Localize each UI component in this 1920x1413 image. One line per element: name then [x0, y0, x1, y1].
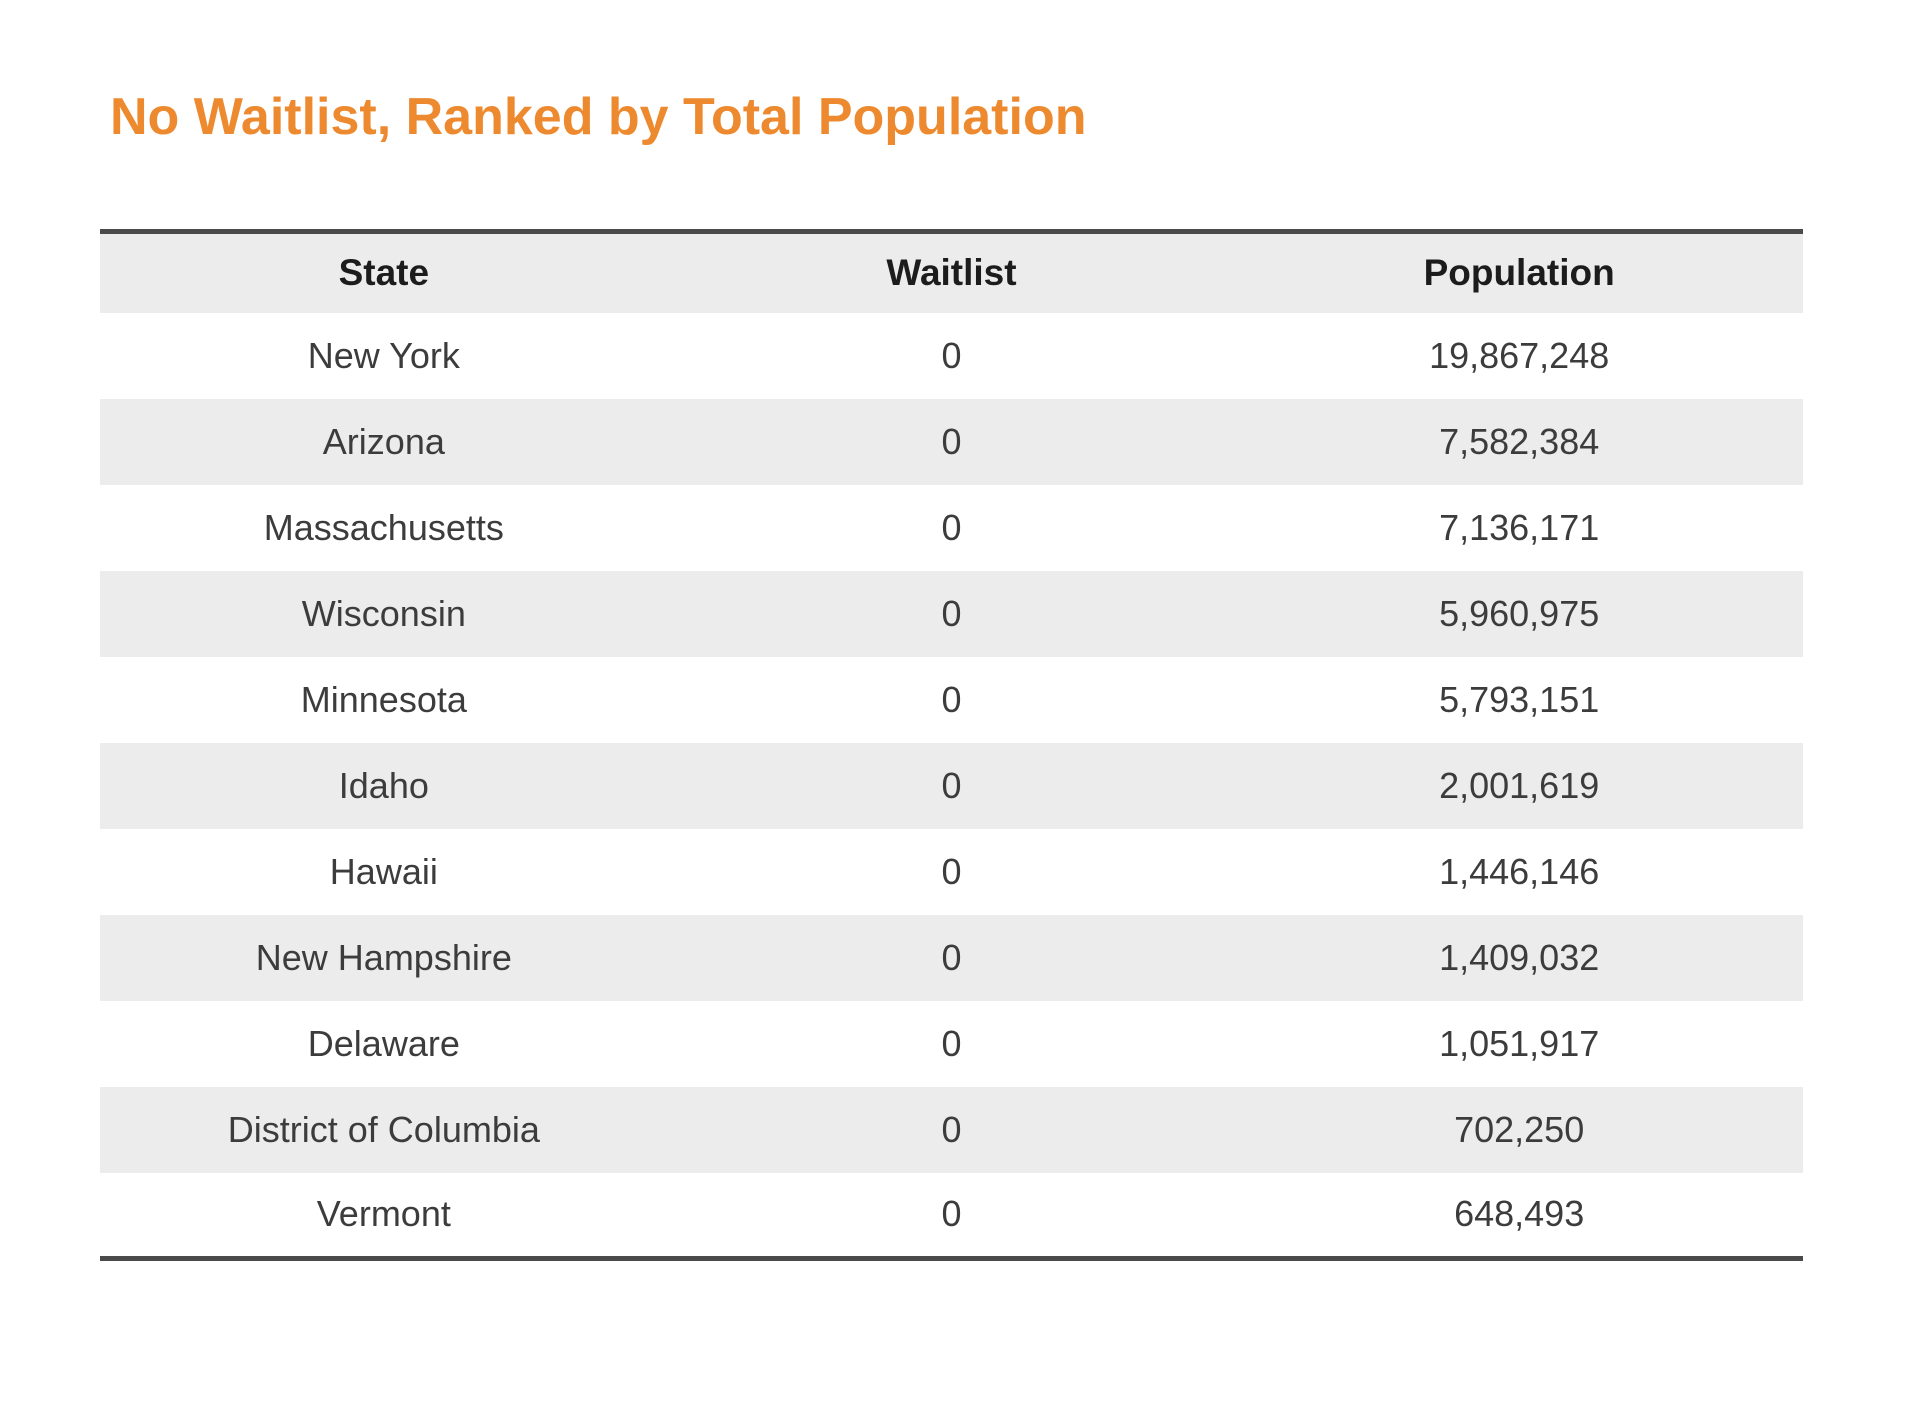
waitlist-cell: 0 — [667, 914, 1236, 1001]
population-cell: 5,793,151 — [1235, 656, 1803, 743]
table-row: District of Columbia 0 702,250 — [100, 1086, 1803, 1173]
waitlist-cell: 0 — [667, 656, 1236, 743]
population-cell: 702,250 — [1235, 1086, 1803, 1173]
column-header-state: State — [100, 231, 668, 313]
waitlist-cell: 0 — [667, 1086, 1236, 1173]
table-row: Massachusetts 0 7,136,171 — [100, 484, 1803, 571]
population-cell: 7,582,384 — [1235, 398, 1803, 485]
waitlist-cell: 0 — [667, 1000, 1236, 1087]
state-cell: Vermont — [100, 1172, 668, 1259]
population-cell: 648,493 — [1235, 1172, 1803, 1259]
waitlist-cell: 0 — [667, 312, 1236, 399]
header-row: State Waitlist Population — [100, 231, 1803, 313]
column-header-population: Population — [1235, 231, 1803, 313]
waitlist-cell: 0 — [667, 1172, 1236, 1259]
table-row: Minnesota 0 5,793,151 — [100, 656, 1803, 743]
population-cell: 5,960,975 — [1235, 570, 1803, 657]
waitlist-cell: 0 — [667, 742, 1236, 829]
waitlist-cell: 0 — [667, 570, 1236, 657]
state-cell: Delaware — [100, 1000, 668, 1087]
state-cell: Hawaii — [100, 828, 668, 915]
waitlist-cell: 0 — [667, 398, 1236, 485]
table-row: Arizona 0 7,582,384 — [100, 398, 1803, 485]
state-cell: Idaho — [100, 742, 668, 829]
state-cell: District of Columbia — [100, 1086, 668, 1173]
waitlist-cell: 0 — [667, 484, 1236, 571]
state-cell: Massachusetts — [100, 484, 668, 571]
table-row: Vermont 0 648,493 — [100, 1172, 1803, 1259]
population-cell: 19,867,248 — [1235, 312, 1803, 399]
page-title: No Waitlist, Ranked by Total Population — [110, 88, 1087, 146]
table-row: New Hampshire 0 1,409,032 — [100, 914, 1803, 1001]
state-cell: New Hampshire — [100, 914, 668, 1001]
table-header: State Waitlist Population — [100, 231, 1803, 313]
population-cell: 2,001,619 — [1235, 742, 1803, 829]
column-header-waitlist: Waitlist — [667, 231, 1236, 313]
population-cell: 7,136,171 — [1235, 484, 1803, 571]
state-cell: New York — [100, 312, 668, 399]
waitlist-cell: 0 — [667, 828, 1236, 915]
table-row: Delaware 0 1,051,917 — [100, 1000, 1803, 1087]
no-waitlist-table: State Waitlist Population New York 0 19,… — [100, 229, 1803, 1261]
state-cell: Wisconsin — [100, 570, 668, 657]
table-row: Wisconsin 0 5,960,975 — [100, 570, 1803, 657]
table-row: Idaho 0 2,001,619 — [100, 742, 1803, 829]
state-cell: Arizona — [100, 398, 668, 485]
population-cell: 1,446,146 — [1235, 828, 1803, 915]
table-body: New York 0 19,867,248 Arizona 0 7,582,38… — [100, 312, 1803, 1259]
table-row: Hawaii 0 1,446,146 — [100, 828, 1803, 915]
state-cell: Minnesota — [100, 656, 668, 743]
table-row: New York 0 19,867,248 — [100, 312, 1803, 399]
population-cell: 1,409,032 — [1235, 914, 1803, 1001]
population-cell: 1,051,917 — [1235, 1000, 1803, 1087]
